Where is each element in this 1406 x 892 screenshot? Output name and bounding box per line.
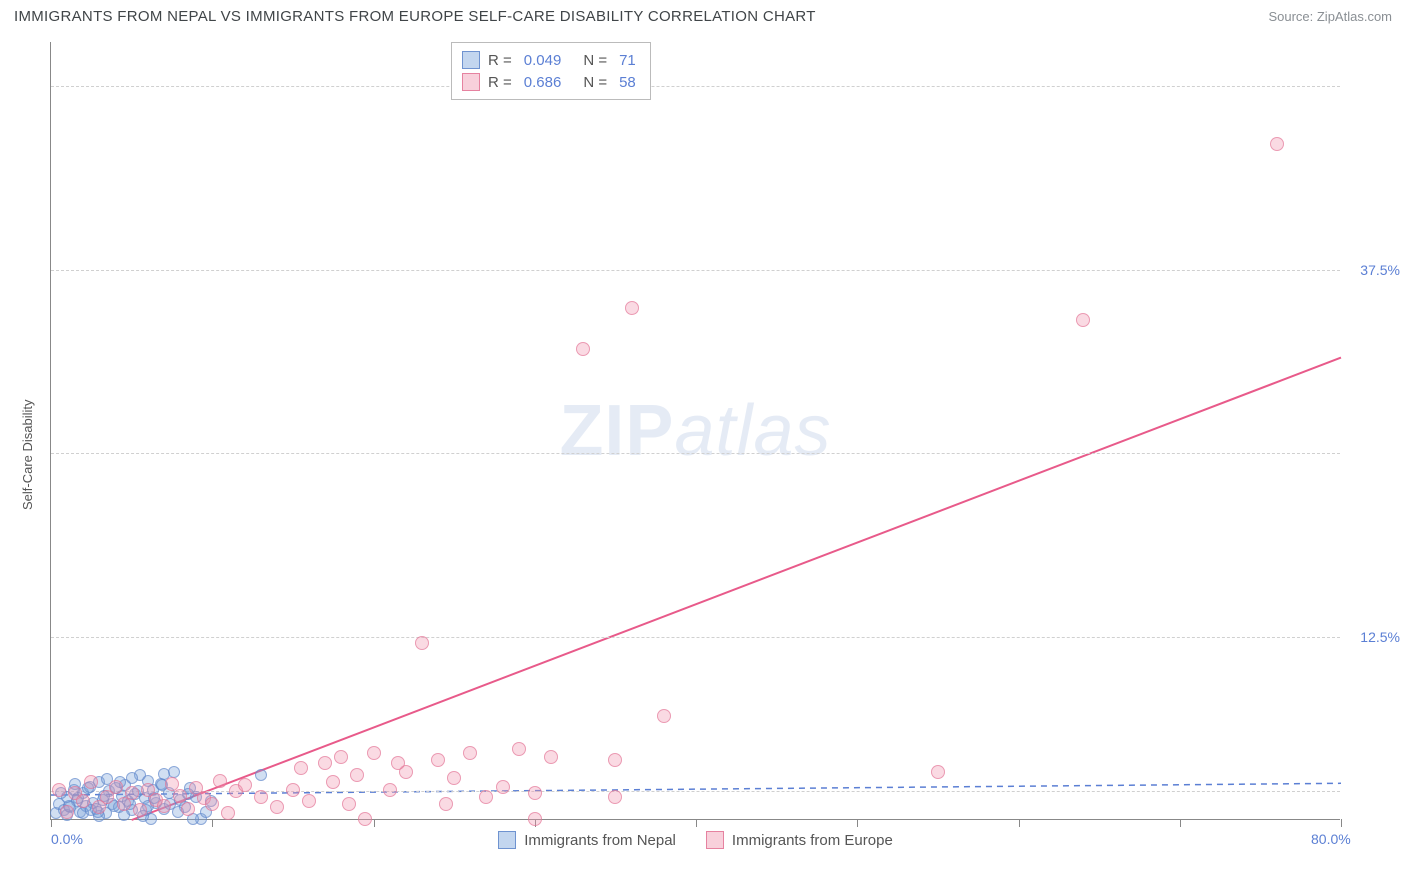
europe-point — [302, 794, 316, 808]
europe-point — [608, 790, 622, 804]
europe-point — [221, 806, 235, 820]
x-tick — [1341, 819, 1342, 827]
nepal-point — [255, 769, 267, 781]
europe-point — [52, 783, 66, 797]
x-tick — [374, 819, 375, 827]
europe-point — [157, 799, 171, 813]
legend-swatch — [498, 831, 516, 849]
europe-point — [391, 756, 405, 770]
europe-point — [383, 783, 397, 797]
scatter-chart: ZIPatlas 12.5%37.5%0.0%80.0%R =0.049N =7… — [50, 42, 1340, 820]
series-legend: Immigrants from Nepal Immigrants from Eur… — [51, 831, 1340, 849]
legend-swatch — [462, 51, 480, 69]
europe-point — [342, 797, 356, 811]
europe-point — [213, 774, 227, 788]
stats-legend-row: R = 0.049 N = 71 — [462, 49, 640, 71]
europe-point — [358, 812, 372, 826]
europe-point — [60, 805, 74, 819]
x-tick — [1019, 819, 1020, 827]
europe-point — [109, 780, 123, 794]
europe-point — [294, 761, 308, 775]
y-tick-label: 12.5% — [1360, 629, 1400, 645]
europe-point — [334, 750, 348, 764]
europe-point — [133, 803, 147, 817]
r-label: R = — [488, 52, 512, 69]
europe-point — [657, 709, 671, 723]
nepal-point — [126, 772, 138, 784]
x-tick — [1180, 819, 1181, 827]
europe-point — [463, 746, 477, 760]
europe-point — [254, 790, 268, 804]
europe-point — [576, 342, 590, 356]
series-legend-item: Immigrants from Europe — [706, 831, 893, 849]
chart-source: Source: ZipAtlas.com — [1268, 9, 1392, 24]
n-label: N = — [583, 52, 607, 69]
europe-point — [173, 789, 187, 803]
gridline — [51, 86, 1340, 87]
europe-point — [415, 636, 429, 650]
europe-point — [76, 794, 90, 808]
europe-point — [238, 778, 252, 792]
europe-trendline — [132, 358, 1341, 820]
stats-legend-row: R = 0.686 N = 58 — [462, 71, 640, 93]
europe-point — [286, 783, 300, 797]
europe-point — [181, 802, 195, 816]
x-tick — [51, 819, 52, 827]
r-value: 0.049 — [524, 52, 562, 69]
europe-point — [1270, 137, 1284, 151]
europe-point — [205, 797, 219, 811]
series-name: Immigrants from Nepal — [524, 832, 676, 849]
legend-swatch — [706, 831, 724, 849]
gridline — [51, 637, 1340, 638]
chart-title: IMMIGRANTS FROM NEPAL VS IMMIGRANTS FROM… — [14, 8, 816, 25]
r-label: R = — [488, 74, 512, 91]
europe-point — [512, 742, 526, 756]
series-legend-item: Immigrants from Nepal — [498, 831, 676, 849]
europe-point — [270, 800, 284, 814]
europe-point — [528, 786, 542, 800]
series-name: Immigrants from Europe — [732, 832, 893, 849]
x-tick — [212, 819, 213, 827]
gridline — [51, 453, 1340, 454]
europe-point — [496, 780, 510, 794]
stats-legend: R = 0.049 N = 71 R = 0.686 N = 58 — [451, 42, 651, 100]
europe-point — [544, 750, 558, 764]
y-tick-label: 37.5% — [1360, 262, 1400, 278]
europe-point — [431, 753, 445, 767]
x-tick — [857, 819, 858, 827]
r-value: 0.686 — [524, 74, 562, 91]
europe-point — [1076, 313, 1090, 327]
europe-point — [608, 753, 622, 767]
chart-header: IMMIGRANTS FROM NEPAL VS IMMIGRANTS FROM… — [14, 8, 1392, 25]
n-value: 58 — [619, 74, 636, 91]
europe-point — [84, 775, 98, 789]
europe-point — [125, 786, 139, 800]
europe-point — [318, 756, 332, 770]
europe-point — [367, 746, 381, 760]
x-tick — [696, 819, 697, 827]
europe-point — [528, 812, 542, 826]
trend-lines — [51, 42, 1341, 820]
europe-point — [326, 775, 340, 789]
europe-point — [350, 768, 364, 782]
n-value: 71 — [619, 52, 636, 69]
europe-point — [931, 765, 945, 779]
europe-point — [479, 790, 493, 804]
y-axis-label: Self-Care Disability — [20, 399, 35, 510]
gridline — [51, 270, 1340, 271]
watermark: ZIPatlas — [559, 390, 831, 472]
europe-point — [447, 771, 461, 785]
europe-point — [117, 797, 131, 811]
n-label: N = — [583, 74, 607, 91]
europe-point — [439, 797, 453, 811]
legend-swatch — [462, 73, 480, 91]
europe-point — [625, 301, 639, 315]
